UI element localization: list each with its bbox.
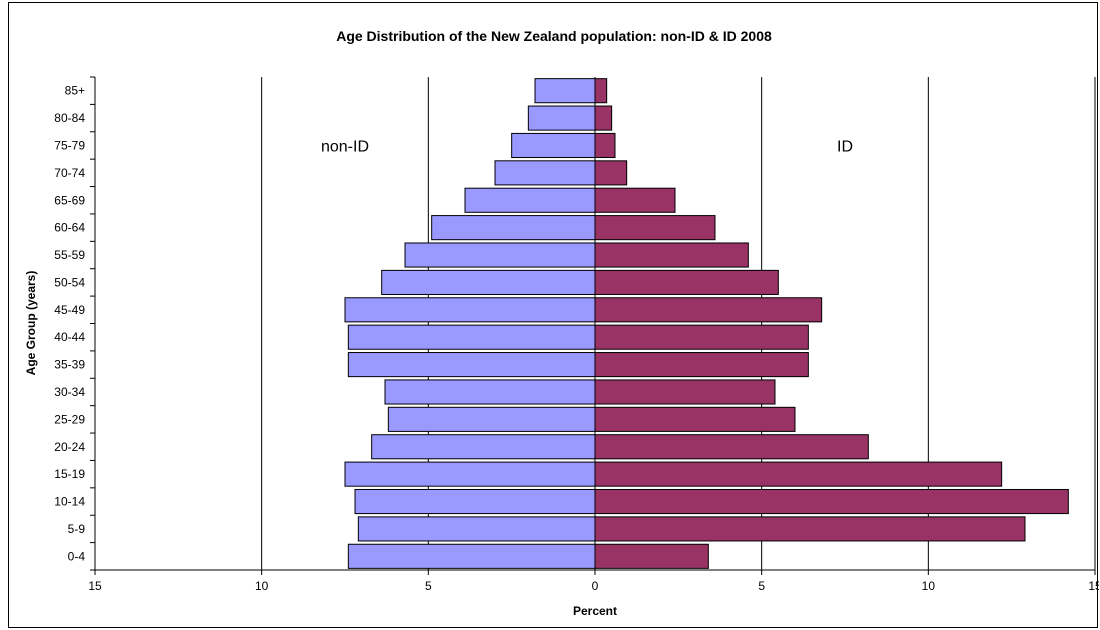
y-tick-label: 40-44: [54, 330, 85, 344]
id-bar-60-64: [594, 215, 716, 241]
non-id-bar-65-69: [464, 187, 596, 213]
y-tick-label: 15-19: [54, 467, 85, 481]
y-tick-label: 10-14: [54, 495, 85, 509]
age-pyramid-chart: Age Distribution of the New Zealand popu…: [24, 28, 1099, 618]
x-tick-label: 10: [255, 579, 269, 593]
id-bar-75-79: [594, 132, 616, 159]
y-tick-label: 25-29: [54, 412, 85, 426]
annotation-non-id: non-ID: [321, 138, 369, 155]
y-tick-label: 30-34: [54, 385, 85, 399]
non-id-bar-25-29: [387, 406, 596, 432]
y-tick-label: 45-49: [54, 303, 85, 317]
x-axis-label: Percent: [573, 604, 617, 618]
annotations: non-ID ID: [321, 138, 853, 155]
x-tick-label: 5: [758, 579, 765, 593]
y-tick-label: 50-54: [54, 275, 85, 289]
id-bar-0-4: [594, 543, 709, 569]
id-bar-20-24: [594, 434, 869, 460]
id-bar-55-59: [594, 242, 749, 268]
non-id-bar-60-64: [431, 215, 596, 241]
y-tick-label: 35-39: [54, 358, 85, 372]
id-bar-30-34: [594, 379, 776, 405]
id-bar-40-44: [594, 324, 809, 350]
non-id-bar-55-59: [404, 242, 596, 268]
y-tick-label: 20-24: [54, 440, 85, 454]
x-tick-label: 15: [1088, 579, 1099, 593]
non-id-bar-75-79: [511, 132, 596, 159]
y-tick-label: 85+: [65, 84, 85, 98]
id-bar-45-49: [594, 297, 823, 323]
non-id-bar-45-49: [344, 297, 596, 323]
non-id-bar-5-9: [357, 516, 596, 542]
x-tick-label: 5: [425, 579, 432, 593]
y-tick-label: 5-9: [68, 522, 86, 536]
non-id-bar-40-44: [347, 324, 596, 350]
y-tick-label: 0-4: [68, 549, 86, 563]
id-bar-35-39: [594, 352, 809, 378]
id-bar-65-69: [594, 187, 676, 213]
non-id-bar-10-14: [354, 488, 596, 515]
non-id-bar-80-84: [527, 105, 596, 131]
id-bar-15-19: [594, 461, 1003, 487]
y-tick-label: 55-59: [54, 248, 85, 262]
id-bar-70-74: [594, 160, 628, 186]
chart-title: Age Distribution of the New Zealand popu…: [336, 28, 772, 44]
axes: 15 10 5 0 5 10 15 0-4 5-9 10-14 15-19 20-24 25-29 30-…: [54, 76, 1099, 593]
id-bar-85+: [594, 78, 608, 104]
non-id-bar-0-4: [347, 543, 596, 569]
id-bar-80-84: [594, 105, 613, 131]
x-tick-label: 15: [88, 579, 102, 593]
x-tick-label: 0: [592, 579, 599, 593]
non-id-bar-85+: [534, 78, 596, 104]
non-id-bar-15-19: [344, 461, 596, 487]
y-axis-label: Age Group (years): [24, 271, 38, 376]
y-tick-label: 60-64: [54, 221, 85, 235]
y-tick-label: 70-74: [54, 166, 85, 180]
id-bar-5-9: [594, 516, 1026, 542]
annotation-id: ID: [837, 138, 853, 155]
chart-frame: Age Distribution of the New Zealand popu…: [8, 2, 1099, 628]
non-id-bar-30-34: [384, 379, 596, 405]
bars: [344, 78, 1069, 569]
non-id-bar-20-24: [371, 434, 596, 460]
id-bar-10-14: [594, 488, 1069, 515]
non-id-bar-70-74: [494, 160, 596, 186]
id-bar-25-29: [594, 406, 796, 432]
y-tick-label: 65-69: [54, 193, 85, 207]
non-id-bar-35-39: [347, 352, 596, 378]
y-tick-label: 80-84: [54, 111, 85, 125]
non-id-bar-50-54: [381, 269, 596, 295]
id-bar-50-54: [594, 269, 779, 295]
x-tick-label: 10: [922, 579, 936, 593]
y-tick-label: 75-79: [54, 138, 85, 152]
